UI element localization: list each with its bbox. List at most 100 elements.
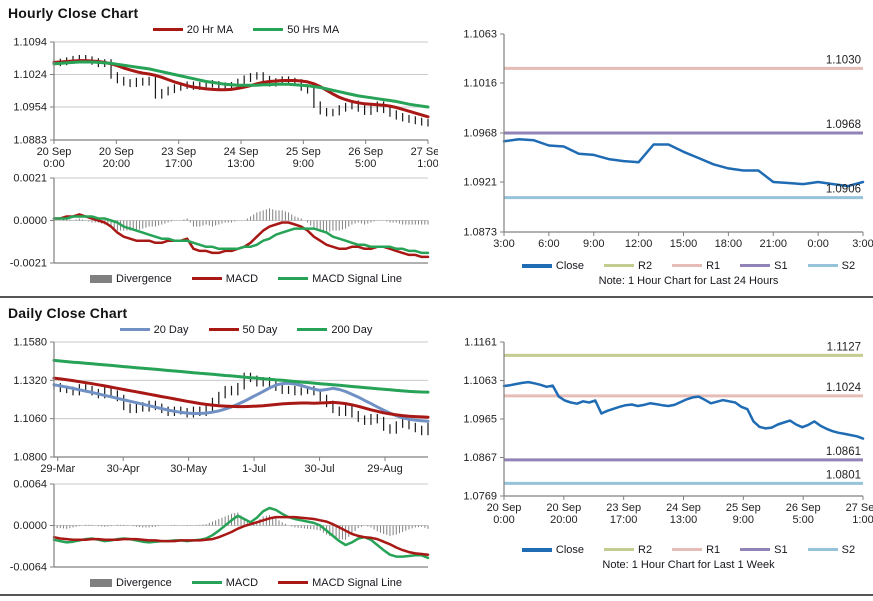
y-tick-label: 1.0769 xyxy=(463,491,497,503)
x-tick-label: 1-Jul xyxy=(242,463,266,475)
r1-swatch xyxy=(672,548,703,551)
y-tick-label: 0.0000 xyxy=(13,215,47,227)
s2-swatch xyxy=(807,264,838,267)
x-tick-label: 9:00 xyxy=(583,238,604,250)
daily-macd-legend: Divergence MACD MACD Signal Line xyxy=(6,575,438,590)
series-20-day xyxy=(52,381,430,423)
legend-label: Divergence xyxy=(116,272,172,285)
x-tick-label: 6:00 xyxy=(538,238,559,250)
legend-label: 200 Day xyxy=(331,323,373,336)
daily-section-title: Daily Close Chart xyxy=(8,305,128,321)
legend-item-r2: R2 xyxy=(604,260,652,272)
y-tick-label: 1.0800 xyxy=(13,452,47,464)
hourly-section-title: Hourly Close Chart xyxy=(8,5,139,21)
pivot-value-label: 1.1030 xyxy=(826,54,861,66)
y-tick-label: 1.1094 xyxy=(13,37,47,49)
r2-swatch xyxy=(604,548,635,551)
x-tick-label: 25 Sep xyxy=(726,502,761,514)
pivot-value-label: 1.1024 xyxy=(826,382,862,394)
x-tick-label: 12:00 xyxy=(625,238,653,250)
x-tick-label: 30-Apr xyxy=(107,463,140,475)
legend-item-close: Close xyxy=(521,259,585,272)
y-tick-label: 1.0965 xyxy=(463,414,497,426)
hourly-pivot-column: 1.1063 1.1016 1.0968 1.0921 1.0873 3:00 6:00 9:… xyxy=(440,0,873,288)
x-tick-label: 20 Sep xyxy=(487,502,522,514)
x-tick-label: 13:00 xyxy=(670,514,698,526)
x-tick-label: 29-Mar xyxy=(40,463,75,475)
x-tick-label: 20 Sep xyxy=(37,146,72,158)
legend-item-macd: MACD xyxy=(191,272,259,285)
legend-item-close: Close xyxy=(521,544,584,556)
y-tick-label: 0.0021 xyxy=(13,173,47,185)
x-tick-label: 20:00 xyxy=(103,158,131,170)
x-tick-label: 18:00 xyxy=(715,238,743,250)
x-tick-label: 5:00 xyxy=(792,514,813,526)
x-tick-label: 20 Sep xyxy=(546,502,581,514)
macd-signal-line-swatch xyxy=(278,581,309,584)
legend-item-s2: S2 xyxy=(807,260,855,272)
weekly-pivot-note: Note: 1 Hour Chart for Last 1 Week xyxy=(602,559,775,571)
macd-swatch xyxy=(191,277,222,280)
legend-item-s2: S2 xyxy=(807,543,856,556)
x-tick-label: 25 Sep xyxy=(286,146,321,158)
y-tick-label: 0.0064 xyxy=(13,479,47,491)
x-tick-label: 27 Sep xyxy=(411,146,438,158)
y-tick-label: 1.0968 xyxy=(463,128,497,140)
r2-swatch xyxy=(604,264,635,267)
y-tick-label: 1.1060 xyxy=(13,413,47,425)
legend-label: R1 xyxy=(706,543,721,556)
legend-label: R1 xyxy=(706,259,721,272)
hourly-macd-legend: Divergence MACD MACD Signal Line xyxy=(6,271,438,286)
y-tick-label: 0.0000 xyxy=(13,520,47,532)
daily-macd-chart: 0.0064 0.0000 -0.0064 xyxy=(10,479,430,574)
legend-label: R2 xyxy=(638,259,653,272)
x-tick-label: 1:00 xyxy=(417,158,438,170)
legend-label: 50 Day xyxy=(242,323,278,336)
legend-item-s1: S1 xyxy=(740,544,788,556)
y-tick-label: 1.0867 xyxy=(463,452,497,464)
legend-item-50-day: 50 Day xyxy=(208,323,278,336)
x-tick-label: 24 Sep xyxy=(224,146,259,158)
legend-label: S2 xyxy=(841,543,856,556)
hourly-ma-legend: 20 Hr MA 50 Hrs MA xyxy=(6,22,438,37)
x-tick-label: 23 Sep xyxy=(161,146,196,158)
x-tick-label: 20 Sep xyxy=(99,146,134,158)
x-tick-label: 29-Aug xyxy=(367,463,402,475)
x-tick-label: 21:00 xyxy=(759,238,787,250)
y-tick-label: 1.1024 xyxy=(13,69,47,81)
x-tick-label: 0:00 xyxy=(493,514,514,526)
x-tick-label: 20:00 xyxy=(550,514,578,526)
daily-section: Daily Close Chart 20 Day 50 Day 200 Day 1.… xyxy=(0,300,873,594)
x-tick-label: 13:00 xyxy=(227,158,255,170)
y-tick-label: 1.0921 xyxy=(463,176,497,188)
x-tick-label: 0:00 xyxy=(43,158,64,170)
y-tick-label: 1.1320 xyxy=(13,375,47,387)
x-tick-label: 0:00 xyxy=(807,238,828,250)
y-tick-label: -0.0021 xyxy=(10,258,47,270)
x-tick-label: 3:00 xyxy=(493,238,514,250)
legend-label: 20 Hr MA xyxy=(186,23,234,36)
legend-item-200-day: 200 Day xyxy=(297,324,372,336)
series-50-hrs-ma xyxy=(52,60,430,109)
series-macd-signal-line xyxy=(52,215,430,255)
x-tick-label: 23 Sep xyxy=(606,502,641,514)
legend-item-20-day: 20 Day xyxy=(119,323,189,336)
series-50-day xyxy=(52,376,430,419)
legend-label: MACD xyxy=(225,576,259,589)
legend-label: 20 Day xyxy=(153,323,189,336)
x-tick-label: 24 Sep xyxy=(666,502,701,514)
y-tick-label: 1.1161 xyxy=(464,337,497,349)
legend-label: MACD xyxy=(225,272,259,285)
legend-label: MACD Signal Line xyxy=(312,576,402,589)
legend-label: Close xyxy=(555,259,585,272)
50-day-swatch xyxy=(208,328,239,331)
bottom-divider xyxy=(0,594,873,596)
pivot-value-label: 1.0801 xyxy=(826,469,861,481)
legend-item-macd-signal-line: MACD Signal Line xyxy=(278,273,402,285)
daily-ma-legend: 20 Day 50 Day 200 Day xyxy=(6,322,438,337)
20-hr-ma-swatch xyxy=(152,28,183,31)
